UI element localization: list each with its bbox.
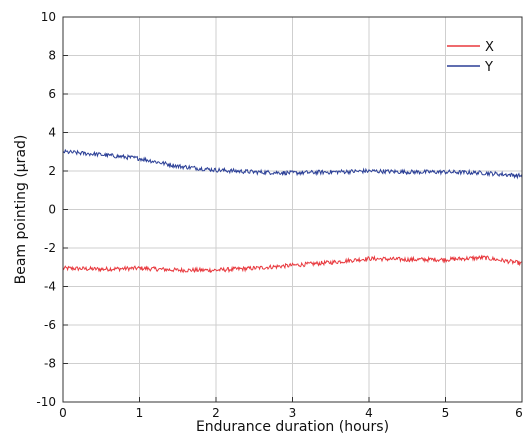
x-tick-label-4: 4 — [365, 406, 373, 420]
y-tick-label-4: -2 — [44, 241, 56, 255]
axis-ticks: 0 1 2 3 4 5 6 -10 -8 -6 -4 -2 0 2 4 6 8 10 — [36, 10, 522, 420]
y-tick-label-10: 10 — [41, 10, 56, 24]
series-line-x — [62, 254, 523, 274]
y-tick-label-8: 6 — [48, 87, 56, 101]
x-tick-label-2: 2 — [212, 406, 220, 420]
y-tick-label-6: 2 — [48, 164, 56, 178]
y-tick-label-7: 4 — [48, 126, 56, 140]
series-line-y — [62, 148, 523, 180]
x-tick-label-5: 5 — [442, 406, 450, 420]
x-tick-label-3: 3 — [289, 406, 297, 420]
x-tick-label-1: 1 — [136, 406, 144, 420]
y-axis-label: Beam pointing (µrad) — [13, 135, 29, 285]
y-tick-label-1: -8 — [44, 357, 56, 371]
y-tick-label-2: -6 — [44, 318, 56, 332]
y-tick-label-5: 0 — [48, 203, 56, 217]
x-tick-label-6: 6 — [515, 406, 523, 420]
y-tick-label-9: 8 — [48, 49, 56, 63]
y-tick-label-3: -4 — [44, 280, 56, 294]
legend-label-y: Y — [484, 60, 493, 75]
x-tick-label-0: 0 — [59, 406, 67, 420]
legend-label-x: X — [485, 40, 494, 55]
series-layer — [62, 148, 523, 274]
y-tick-label-0: -10 — [36, 395, 56, 409]
legend: XY — [447, 40, 494, 75]
x-axis-label: Endurance duration (hours) — [196, 419, 389, 433]
